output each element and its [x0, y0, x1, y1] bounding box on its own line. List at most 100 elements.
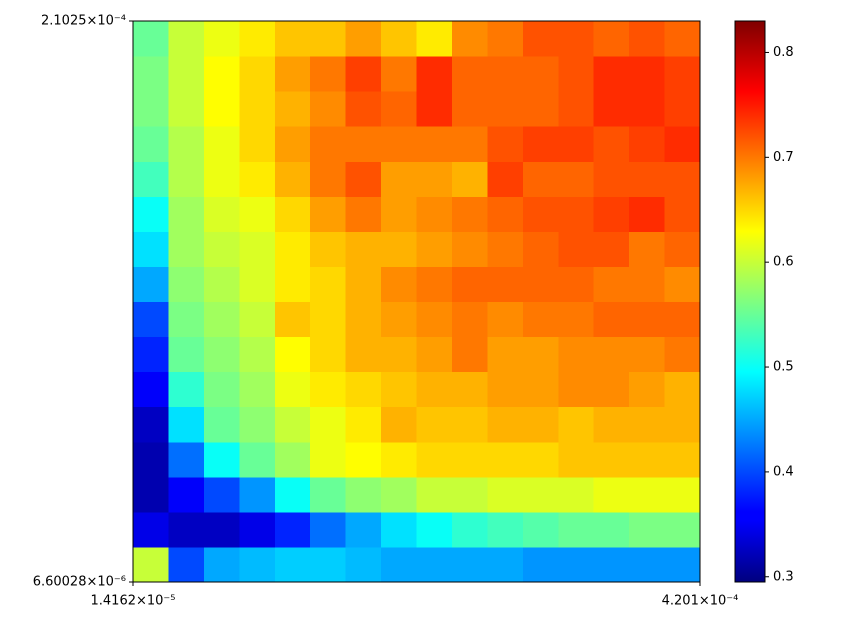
cell	[487, 371, 524, 408]
cell	[133, 476, 169, 513]
cell	[310, 511, 347, 548]
cell	[168, 91, 205, 127]
plot-frame	[132, 20, 701, 583]
cell	[416, 161, 453, 197]
x-tick-label: 4.201×10⁻⁴	[662, 594, 739, 609]
cell	[239, 56, 276, 92]
cell	[274, 21, 311, 57]
cell	[381, 231, 418, 267]
cell	[133, 196, 169, 232]
cell	[451, 511, 488, 548]
cell	[274, 371, 311, 408]
cell	[629, 546, 666, 583]
cell	[558, 21, 595, 57]
cell	[274, 546, 311, 583]
cell	[381, 91, 418, 127]
cell	[664, 511, 701, 548]
cell	[345, 21, 382, 57]
colorbar-tick-label: 0.6	[773, 255, 794, 270]
cell	[522, 441, 559, 478]
cell	[168, 161, 205, 197]
cell	[381, 126, 418, 162]
cell	[203, 546, 240, 583]
cell	[310, 406, 347, 443]
cell	[274, 266, 311, 303]
cell	[274, 511, 311, 548]
cell	[239, 371, 276, 408]
cell	[664, 91, 701, 127]
cell	[487, 91, 524, 127]
cell	[664, 196, 701, 232]
cell	[487, 476, 524, 513]
cell	[310, 161, 347, 197]
cell	[274, 91, 311, 127]
cell	[133, 161, 169, 197]
cell	[133, 21, 169, 57]
cell	[558, 161, 595, 197]
cell	[664, 546, 701, 583]
cell	[664, 231, 701, 267]
cell	[451, 441, 488, 478]
cell	[629, 406, 666, 443]
cell	[451, 476, 488, 513]
cell	[451, 301, 488, 338]
cell	[203, 126, 240, 162]
cell	[310, 301, 347, 338]
cell	[274, 231, 311, 267]
cell	[664, 336, 701, 373]
cell	[416, 441, 453, 478]
cell	[664, 476, 701, 513]
cell	[133, 91, 169, 127]
cell	[239, 126, 276, 162]
cell	[593, 301, 630, 338]
cell	[558, 406, 595, 443]
cell	[133, 546, 169, 583]
cell	[381, 371, 418, 408]
cell	[487, 301, 524, 338]
cell	[203, 476, 240, 513]
cell	[168, 21, 205, 57]
cell	[416, 91, 453, 127]
cell	[664, 56, 701, 92]
cell	[133, 56, 169, 92]
cell	[522, 126, 559, 162]
cell	[522, 196, 559, 232]
cell	[593, 546, 630, 583]
cell	[239, 441, 276, 478]
cell	[203, 511, 240, 548]
cell	[416, 21, 453, 57]
cell	[558, 546, 595, 583]
cell	[381, 161, 418, 197]
cell	[416, 371, 453, 408]
cell	[451, 56, 488, 92]
cell	[487, 336, 524, 373]
cell	[593, 56, 630, 92]
cell	[203, 301, 240, 338]
cell	[274, 406, 311, 443]
cell	[593, 266, 630, 303]
cell	[274, 441, 311, 478]
cell	[203, 91, 240, 127]
cell	[310, 21, 347, 57]
cell	[558, 336, 595, 373]
cell	[664, 266, 701, 303]
cell	[629, 511, 666, 548]
cell	[629, 21, 666, 57]
cell	[593, 91, 630, 127]
cell	[451, 266, 488, 303]
cell	[168, 441, 205, 478]
cell	[487, 161, 524, 197]
cell	[239, 91, 276, 127]
cell	[558, 56, 595, 92]
cell	[345, 511, 382, 548]
cell	[664, 371, 701, 408]
cell	[381, 266, 418, 303]
cell	[629, 476, 666, 513]
cell	[593, 231, 630, 267]
cell	[239, 301, 276, 338]
cell	[310, 371, 347, 408]
cell	[133, 336, 169, 373]
cell	[629, 371, 666, 408]
colorbar-tick-label: 0.3	[773, 569, 794, 584]
